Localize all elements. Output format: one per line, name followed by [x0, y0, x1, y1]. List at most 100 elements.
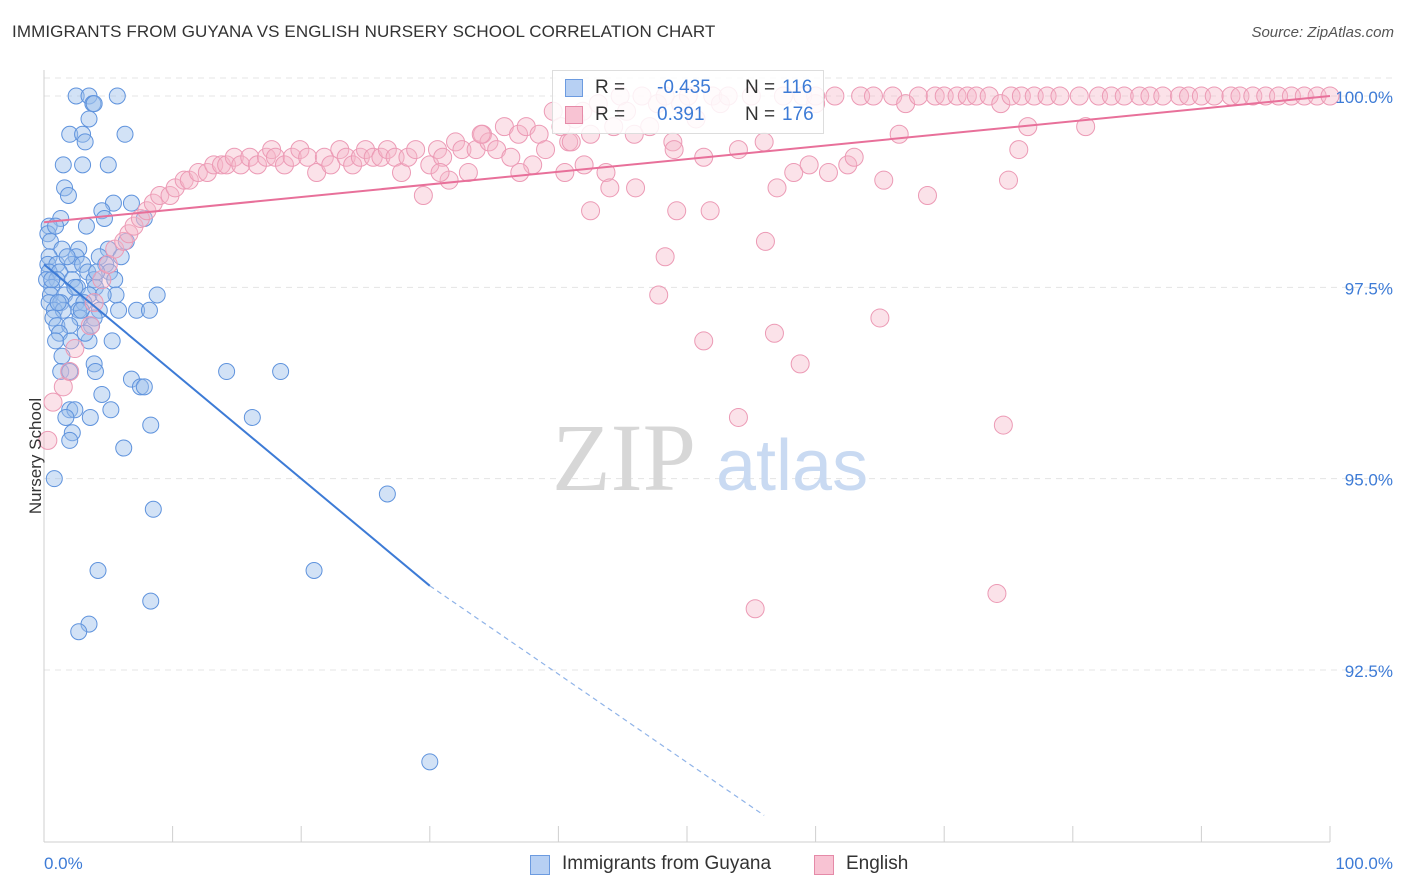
- point-english: [908, 86, 928, 106]
- point-english: [314, 147, 334, 167]
- trend-line-guyana: [43, 263, 431, 587]
- legend-swatch-pink: [814, 855, 834, 875]
- point-english: [1114, 86, 1134, 106]
- point-guyana: [99, 156, 117, 174]
- point-english: [501, 147, 521, 167]
- point-guyana: [76, 133, 94, 151]
- legend-swatch-pink: [565, 106, 583, 124]
- point-guyana: [148, 286, 166, 304]
- point-english: [224, 147, 244, 167]
- point-guyana: [421, 753, 439, 771]
- point-guyana: [135, 378, 153, 396]
- point-english: [377, 140, 397, 160]
- y-tick-label: 95.0%: [1345, 471, 1393, 490]
- point-english: [655, 247, 675, 267]
- point-english: [874, 170, 894, 190]
- point-english: [479, 132, 499, 152]
- point-guyana: [45, 470, 63, 488]
- point-guyana: [67, 87, 85, 105]
- point-guyana: [80, 332, 98, 350]
- point-english: [626, 178, 646, 198]
- point-english: [406, 140, 426, 160]
- point-english: [452, 140, 472, 160]
- point-guyana: [61, 401, 79, 419]
- point-english: [509, 124, 529, 144]
- point-guyana: [116, 125, 134, 143]
- legend-swatch-blue: [530, 855, 550, 875]
- source-label: Source: ZipAtlas.com: [1251, 24, 1394, 41]
- point-guyana: [85, 95, 103, 113]
- point-english: [694, 331, 714, 351]
- point-guyana: [218, 363, 236, 381]
- point-guyana: [108, 87, 126, 105]
- watermark-atlas: atlas: [716, 426, 868, 506]
- tick-labels: 92.5% 95.0% 97.5% 100.0% 0.0% 100.0%: [44, 88, 1393, 873]
- point-guyana: [95, 209, 113, 227]
- legend-label-guyana: Immigrants from Guyana: [562, 853, 772, 874]
- point-english: [458, 163, 478, 183]
- point-guyana: [142, 416, 160, 434]
- point-english: [767, 178, 787, 198]
- point-guyana: [77, 217, 95, 235]
- point-english: [1069, 86, 1089, 106]
- point-english: [947, 86, 967, 106]
- point-guyana: [131, 378, 149, 396]
- point-guyana: [142, 592, 160, 610]
- point-guyana: [144, 500, 162, 518]
- legend-n-value: 176: [782, 104, 814, 125]
- point-english: [371, 147, 391, 167]
- point-guyana: [74, 156, 92, 174]
- point-english: [838, 155, 858, 175]
- legend-r-value: 0.391: [657, 104, 705, 125]
- point-guyana: [89, 562, 107, 580]
- point-guyana: [115, 439, 133, 457]
- point-english: [863, 86, 883, 106]
- point-english: [799, 155, 819, 175]
- point-guyana: [272, 363, 290, 381]
- point-english: [667, 201, 687, 221]
- point-english: [290, 140, 310, 160]
- point-english: [745, 599, 765, 619]
- point-english: [330, 140, 350, 160]
- point-english: [430, 163, 450, 183]
- point-english: [510, 163, 530, 183]
- point-guyana: [80, 110, 98, 128]
- trend-line-english: [43, 95, 1331, 224]
- point-english: [38, 430, 58, 450]
- point-english: [790, 354, 810, 374]
- point-english: [600, 178, 620, 198]
- point-english: [889, 124, 909, 144]
- legend-n-label: N =: [745, 77, 776, 98]
- trend-line-guyana-extension: [429, 585, 765, 816]
- point-english: [150, 185, 170, 205]
- point-english: [755, 231, 775, 251]
- point-english: [84, 293, 104, 313]
- point-english: [240, 147, 260, 167]
- point-guyana: [102, 401, 120, 419]
- point-guyana: [54, 156, 72, 174]
- x-tick-label: 100.0%: [1335, 854, 1393, 873]
- point-english: [217, 155, 237, 175]
- point-guyana: [61, 431, 79, 449]
- point-guyana: [66, 278, 84, 296]
- y-tick-label: 92.5%: [1345, 662, 1393, 681]
- point-english: [664, 140, 684, 160]
- legend-swatch-blue: [565, 79, 583, 97]
- point-english: [754, 132, 774, 152]
- point-english: [1001, 86, 1021, 106]
- point-english: [1050, 86, 1070, 106]
- series-english-points: [38, 86, 1340, 619]
- point-guyana: [140, 301, 158, 319]
- point-english: [561, 132, 581, 152]
- point-guyana: [44, 309, 62, 327]
- point-english: [728, 407, 748, 427]
- point-english: [1204, 86, 1224, 106]
- legend-n-value: 116: [782, 77, 813, 98]
- point-english: [784, 163, 804, 183]
- point-guyana: [86, 363, 104, 381]
- axes: [43, 70, 1331, 843]
- y-tick-label: 97.5%: [1345, 279, 1393, 298]
- point-english: [993, 415, 1013, 435]
- point-english: [991, 94, 1011, 114]
- point-guyana: [106, 271, 124, 289]
